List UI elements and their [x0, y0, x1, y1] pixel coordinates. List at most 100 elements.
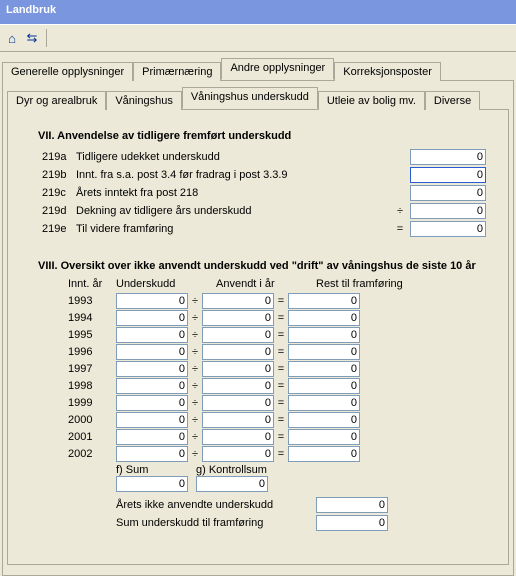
field-219a[interactable]: 0	[410, 149, 486, 165]
label-219c: Årets inntekt fra post 218	[76, 187, 392, 199]
anvendt-field[interactable]: 0	[202, 446, 274, 462]
op-divide: ÷	[188, 448, 202, 460]
year-cell: 1996	[68, 346, 116, 358]
underskudd-field[interactable]: 0	[116, 310, 188, 326]
underskudd-field[interactable]: 0	[116, 378, 188, 394]
op-equals: =	[274, 380, 288, 392]
op-divide: ÷	[188, 380, 202, 392]
year-cell: 1994	[68, 312, 116, 324]
underskudd-field[interactable]: 0	[116, 344, 188, 360]
anvendt-field[interactable]: 0	[202, 412, 274, 428]
bottom-row-1: Årets ikke anvendte underskudd 0	[116, 496, 504, 514]
rest-field[interactable]: 0	[288, 293, 360, 309]
op-219e: =	[394, 223, 406, 235]
anvendt-field[interactable]: 0	[202, 395, 274, 411]
underskudd-field[interactable]: 0	[116, 395, 188, 411]
op-equals: =	[274, 312, 288, 324]
row-219d: 219d Dekning av tidligere års underskudd…	[12, 202, 504, 220]
anvendt-field[interactable]: 0	[202, 344, 274, 360]
anvendt-field[interactable]: 0	[202, 361, 274, 377]
year-cell: 2002	[68, 448, 116, 460]
sum-g-field[interactable]: 0	[196, 476, 268, 492]
rest-field[interactable]: 0	[288, 446, 360, 462]
table-row: 20000÷0=0	[68, 411, 504, 428]
rest-field[interactable]: 0	[288, 310, 360, 326]
section8-header: Innt. år Underskudd Anvendt i år Rest ti…	[68, 278, 504, 290]
op-219d: ÷	[394, 205, 406, 217]
year-cell: 2001	[68, 431, 116, 443]
sum-f-field[interactable]: 0	[116, 476, 188, 492]
rest-field[interactable]: 0	[288, 395, 360, 411]
code-219a: 219a	[12, 151, 76, 163]
outer-tabstrip: Generelle opplysninger Primærnæring Andr…	[2, 58, 514, 80]
tab-korreksjon[interactable]: Korreksjonsposter	[334, 62, 441, 81]
row-219c: 219c Årets inntekt fra post 218 0	[12, 184, 504, 202]
field-219b[interactable]: 0	[410, 167, 486, 183]
tab-dyr[interactable]: Dyr og arealbruk	[7, 91, 106, 110]
window: { "title": "Landbruk", "toolbar": { "ico…	[0, 0, 516, 549]
field-219e[interactable]: 0	[410, 221, 486, 237]
tree-icon[interactable]: ⇆	[24, 30, 40, 46]
op-equals: =	[274, 397, 288, 409]
table-row: 19940÷0=0	[68, 309, 504, 326]
table-row: 20020÷0=0	[68, 445, 504, 462]
tab-primaer[interactable]: Primærnæring	[133, 62, 221, 81]
row-219a: 219a Tidligere udekket underskudd 0	[12, 148, 504, 166]
table-row: 19960÷0=0	[68, 343, 504, 360]
op-divide: ÷	[188, 295, 202, 307]
op-divide: ÷	[188, 431, 202, 443]
op-equals: =	[274, 414, 288, 426]
anvendt-field[interactable]: 0	[202, 293, 274, 309]
rest-field[interactable]: 0	[288, 412, 360, 428]
rest-field[interactable]: 0	[288, 429, 360, 445]
tab-andre[interactable]: Andre opplysninger	[221, 58, 334, 80]
section7-title: VII. Anvendelse av tidligere fremført un…	[38, 130, 504, 142]
underskudd-field[interactable]: 0	[116, 361, 188, 377]
col-anvendt: Anvendt i år	[216, 278, 316, 290]
field-219d[interactable]: 0	[410, 203, 486, 219]
tab-diverse[interactable]: Diverse	[425, 91, 480, 110]
underskudd-field[interactable]: 0	[116, 293, 188, 309]
bottom-field-1[interactable]: 0	[316, 497, 388, 513]
anvendt-field[interactable]: 0	[202, 429, 274, 445]
op-divide: ÷	[188, 312, 202, 324]
year-cell: 2000	[68, 414, 116, 426]
inner-tab-panel: VII. Anvendelse av tidligere fremført un…	[7, 109, 509, 565]
bottom-rows: Årets ikke anvendte underskudd 0 Sum und…	[116, 496, 504, 532]
op-equals: =	[274, 363, 288, 375]
sum-g-label: g) Kontrollsum	[196, 464, 282, 476]
year-cell: 1999	[68, 397, 116, 409]
anvendt-field[interactable]: 0	[202, 327, 274, 343]
bottom-field-2[interactable]: 0	[316, 515, 388, 531]
tab-vaningshus[interactable]: Våningshus	[106, 91, 182, 110]
table-row: 19930÷0=0	[68, 292, 504, 309]
col-year: Innt. år	[68, 278, 116, 290]
rest-field[interactable]: 0	[288, 344, 360, 360]
op-divide: ÷	[188, 346, 202, 358]
col-underskudd: Underskudd	[116, 278, 216, 290]
tab-utleie[interactable]: Utleie av bolig mv.	[318, 91, 425, 110]
year-cell: 1995	[68, 329, 116, 341]
bottom-label-1: Årets ikke anvendte underskudd	[116, 499, 316, 511]
anvendt-field[interactable]: 0	[202, 378, 274, 394]
rest-field[interactable]: 0	[288, 361, 360, 377]
toolbar: ⌂ ⇆	[0, 24, 516, 52]
label-219d: Dekning av tidligere års underskudd	[76, 205, 392, 217]
year-cell: 1998	[68, 380, 116, 392]
rest-field[interactable]: 0	[288, 327, 360, 343]
table-row: 19950÷0=0	[68, 326, 504, 343]
underskudd-field[interactable]: 0	[116, 429, 188, 445]
tab-vaningshus-underskudd[interactable]: Våningshus underskudd	[182, 87, 318, 109]
year-cell: 1993	[68, 295, 116, 307]
home-icon[interactable]: ⌂	[4, 30, 20, 46]
row-219e: 219e Til videre framføring = 0	[12, 220, 504, 238]
underskudd-field[interactable]: 0	[116, 327, 188, 343]
underskudd-field[interactable]: 0	[116, 412, 188, 428]
field-219c[interactable]: 0	[410, 185, 486, 201]
underskudd-field[interactable]: 0	[116, 446, 188, 462]
bottom-label-2: Sum underskudd til framføring	[116, 517, 316, 529]
row-219b: 219b Innt. fra s.a. post 3.4 før fradrag…	[12, 166, 504, 184]
rest-field[interactable]: 0	[288, 378, 360, 394]
tab-generelle[interactable]: Generelle opplysninger	[2, 62, 133, 81]
anvendt-field[interactable]: 0	[202, 310, 274, 326]
